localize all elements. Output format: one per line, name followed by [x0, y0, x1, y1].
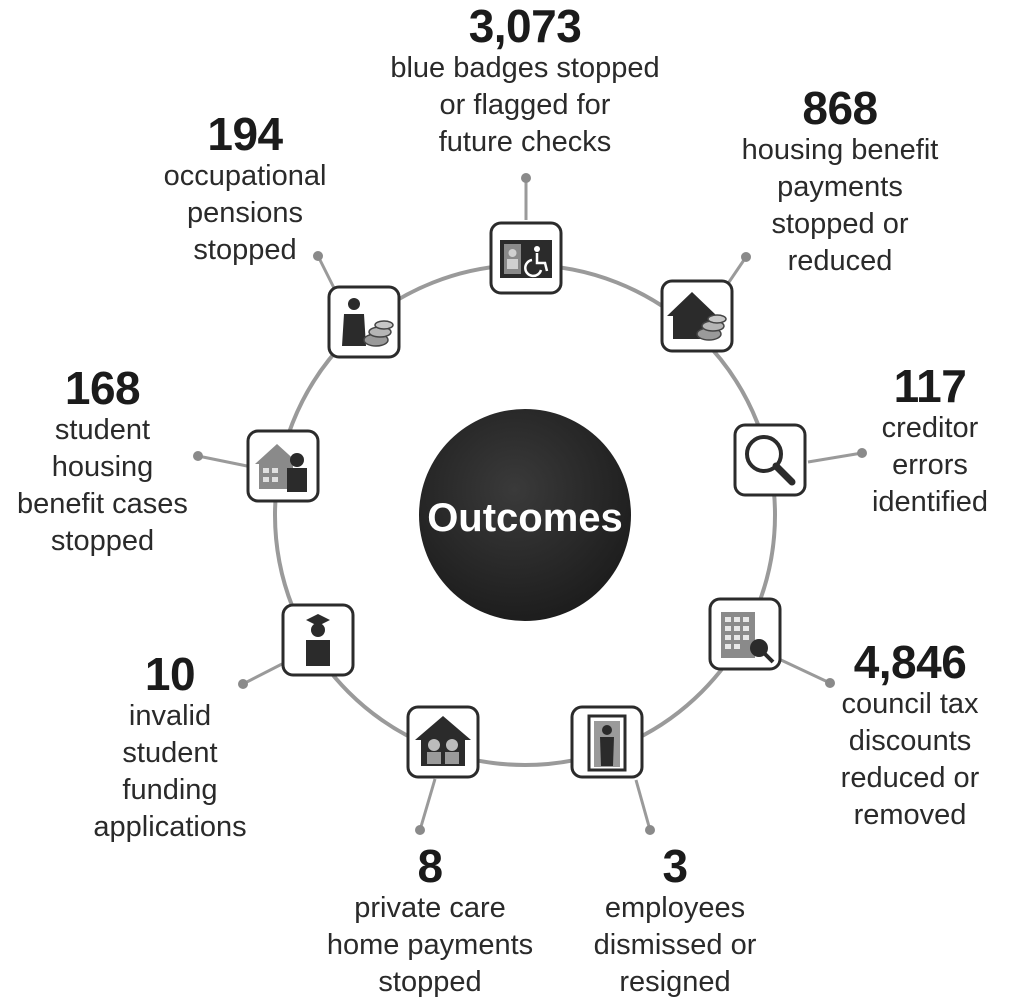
- outcome-description: student housing benefit cases stopped: [17, 414, 188, 557]
- outcome-value: 168: [64, 362, 141, 414]
- outcome-description: employees dismissed or resigned: [593, 892, 757, 998]
- outcome-label-pensions: 194 occupational pensions stopped: [140, 110, 350, 269]
- connector-line: [634, 779, 652, 831]
- graduate-icon: [281, 603, 355, 677]
- outcome-description: occupational pensions stopped: [163, 160, 327, 266]
- student-house-icon: [246, 429, 320, 503]
- connector-line: [197, 454, 248, 468]
- connector-dot: [193, 451, 203, 461]
- outcome-description: creditor errors identified: [871, 412, 989, 518]
- connector-dot: [825, 678, 835, 688]
- outcome-label-care-home: 8 private care home payments stopped: [315, 842, 545, 1001]
- outcome-description: council tax discounts reduced or removed: [840, 688, 980, 831]
- employee-door-icon: [570, 705, 644, 779]
- connector-line: [807, 451, 863, 464]
- outcome-value: 4,846: [853, 636, 967, 688]
- outcome-label-student-funding: 10 invalid student funding applications: [70, 650, 270, 846]
- pensioner-money-icon: [327, 285, 401, 359]
- outcome-label-employees: 3 employees dismissed or resigned: [560, 842, 790, 1001]
- connector-dot: [741, 252, 751, 262]
- connector-dot: [415, 825, 425, 835]
- outcome-label-blue-badges: 3,073 blue badges stopped or flagged for…: [330, 2, 720, 161]
- blue-badge-icon: [489, 221, 563, 295]
- care-home-icon: [406, 705, 480, 779]
- outcome-description: blue badges stopped or flagged for futur…: [390, 52, 660, 158]
- outcome-description: invalid student funding applications: [93, 700, 247, 843]
- connector-dot: [857, 448, 867, 458]
- outcome-value: 868: [802, 82, 878, 134]
- connector-line: [725, 256, 748, 286]
- magnifier-icon: [733, 423, 807, 497]
- house-money-icon: [660, 279, 734, 353]
- building-icon: [708, 597, 782, 671]
- outcome-description: housing benefit payments stopped or redu…: [741, 134, 939, 277]
- outcome-value: 10: [144, 648, 196, 700]
- outcome-value: 194: [207, 108, 283, 160]
- icon-boxes: [246, 221, 807, 779]
- connector-line: [316, 255, 338, 293]
- connector-line: [242, 662, 283, 686]
- outcome-label-council-tax: 4,846 council tax discounts reduced or r…: [810, 638, 1010, 834]
- connector-dot: [238, 679, 248, 689]
- connector-dot: [645, 825, 655, 835]
- outcome-label-housing-benefit: 868 housing benefit payments stopped or …: [710, 84, 970, 280]
- outcome-label-student-housing: 168 student housing benefit cases stoppe…: [0, 364, 205, 560]
- outcome-value: 3,073: [468, 0, 582, 52]
- outcome-description: private care home payments stopped: [326, 892, 534, 998]
- connector-line: [418, 778, 437, 831]
- outcome-label-creditor-errors: 117 creditor errors identified: [850, 362, 1010, 521]
- outcome-value: 8: [417, 840, 443, 892]
- outcome-value: 3: [662, 840, 688, 892]
- center-circle: [419, 409, 631, 621]
- center-title: Outcomes: [427, 496, 623, 540]
- outcome-value: 117: [893, 360, 967, 412]
- connector-line: [780, 658, 831, 685]
- connector-lines: [193, 173, 867, 835]
- connector-dot: [313, 251, 323, 261]
- connector-dot: [521, 173, 531, 183]
